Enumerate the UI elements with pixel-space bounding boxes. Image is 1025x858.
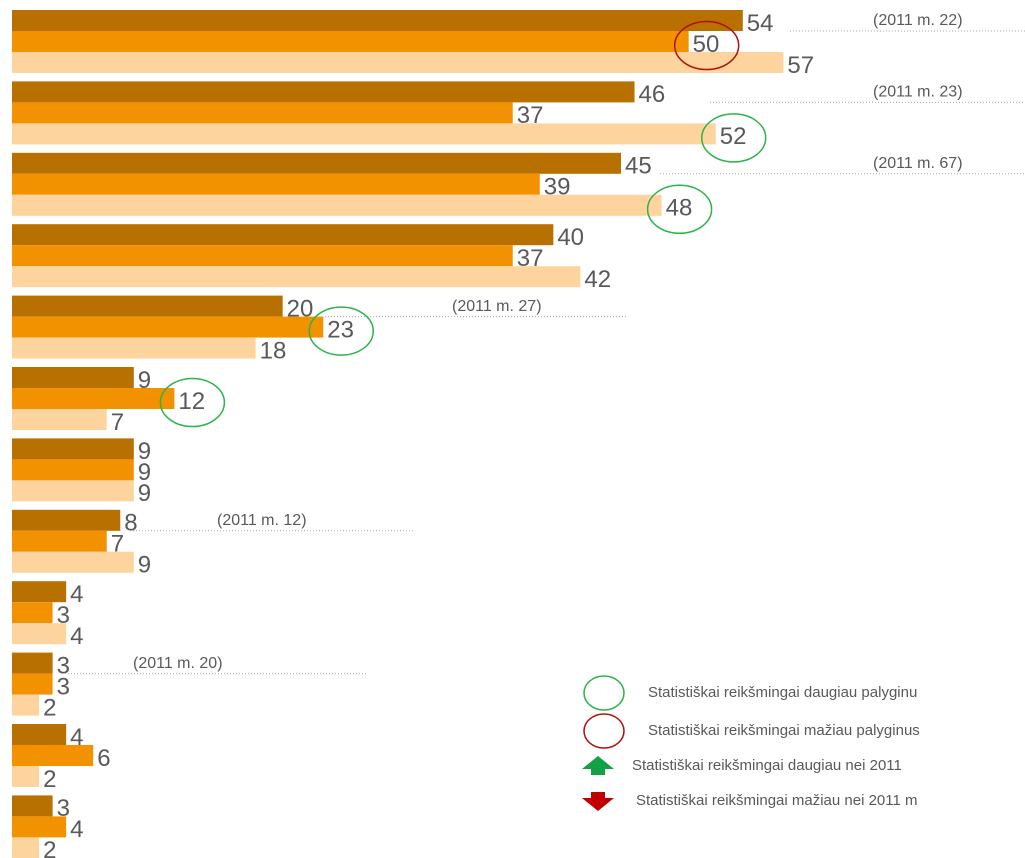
annotation: (2011 m. 27) xyxy=(452,298,542,315)
bar xyxy=(12,795,53,817)
value-label: 3 xyxy=(57,795,70,822)
bar xyxy=(12,266,581,288)
annotation: (2011 m. 12) xyxy=(217,512,307,529)
legend-text: Statistiškai reikšmingai mažiau nei 2011… xyxy=(636,792,918,809)
significance-circle xyxy=(159,377,226,428)
significance-circle xyxy=(308,306,375,356)
bar xyxy=(12,152,621,174)
bar xyxy=(12,623,67,645)
annotation: (2011 m. 67) xyxy=(873,155,963,172)
value-label: 6 xyxy=(97,745,110,772)
bar xyxy=(12,438,134,460)
significance-circle xyxy=(700,113,767,163)
value-label: 2 xyxy=(43,837,56,858)
bar xyxy=(12,194,662,216)
value-label: 9 xyxy=(138,367,151,394)
legend-text: Statistiškai reikšmingai daugiau nei 201… xyxy=(632,757,902,774)
legend-up-arrow xyxy=(582,756,614,775)
value-label: 3 xyxy=(57,652,70,679)
annotation: (2011 m. 22) xyxy=(873,12,963,29)
value-label: 42 xyxy=(584,266,611,293)
annotation: (2011 m. 23) xyxy=(873,84,963,101)
value-label: 9 xyxy=(138,480,151,507)
bar xyxy=(12,388,175,409)
value-label: 3 xyxy=(57,602,70,629)
legend-text: Statistiškai reikšmingai mažiau palyginu… xyxy=(648,722,920,739)
bar xyxy=(12,102,513,124)
value-label: 2 xyxy=(43,694,56,721)
bar xyxy=(12,367,134,388)
value-label: 48 xyxy=(666,195,693,222)
value-label: 52 xyxy=(720,123,747,150)
bar xyxy=(12,480,134,502)
bar xyxy=(12,52,784,73)
legend-red-circle xyxy=(583,713,625,749)
value-label: 9 xyxy=(138,438,151,465)
value-label: 45 xyxy=(625,153,652,180)
value-label: 12 xyxy=(178,388,205,415)
bar xyxy=(12,509,121,531)
bar xyxy=(12,459,134,481)
legend-text: Statistiškai reikšmingai daugiau palygin… xyxy=(648,684,917,701)
bar xyxy=(12,652,53,674)
value-label: 4 xyxy=(70,816,83,843)
significance-circle xyxy=(673,20,740,71)
value-label: 9 xyxy=(138,459,151,486)
bar xyxy=(12,409,107,430)
bar xyxy=(12,724,67,745)
bar xyxy=(12,295,283,317)
bar xyxy=(12,123,716,145)
bar xyxy=(12,581,67,603)
bar xyxy=(12,530,107,552)
bar xyxy=(12,602,53,624)
value-label: 8 xyxy=(124,510,137,537)
value-label: 57 xyxy=(787,52,814,79)
value-label: 3 xyxy=(57,673,70,700)
bar xyxy=(12,316,324,338)
bar xyxy=(12,173,540,195)
value-label: 46 xyxy=(639,81,666,108)
legend-down-arrow xyxy=(582,792,614,811)
significance-circle xyxy=(646,184,713,235)
bar xyxy=(12,245,513,267)
bar xyxy=(12,551,134,573)
legend-green-circle xyxy=(583,675,625,711)
bar xyxy=(12,745,94,766)
value-label: 40 xyxy=(557,224,584,251)
bar xyxy=(12,224,554,246)
value-label: 2 xyxy=(43,766,56,793)
value-label: 7 xyxy=(111,531,124,558)
bar xyxy=(12,673,53,695)
value-label: 4 xyxy=(70,623,83,650)
bar xyxy=(12,31,689,52)
value-label: 4 xyxy=(70,724,83,751)
bar xyxy=(12,816,67,838)
bar xyxy=(12,837,40,858)
annotation: (2011 m. 20) xyxy=(133,655,223,672)
value-label: 9 xyxy=(138,552,151,579)
value-label: 7 xyxy=(111,409,124,436)
bar xyxy=(12,766,40,787)
bar xyxy=(12,337,256,359)
value-label: 54 xyxy=(747,10,774,37)
bar xyxy=(12,81,635,103)
bar xyxy=(12,694,40,716)
value-label: 4 xyxy=(70,581,83,608)
value-label: 23 xyxy=(327,316,354,343)
bar xyxy=(12,10,743,31)
value-label: 18 xyxy=(260,337,287,364)
